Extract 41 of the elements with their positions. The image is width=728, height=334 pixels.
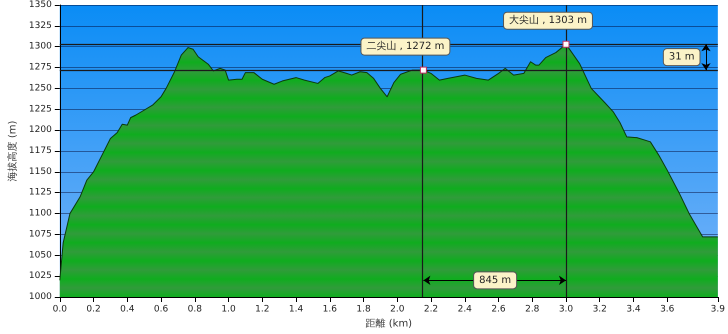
y-tick-label: 1275	[28, 62, 52, 73]
x-tick-label: 3.0	[558, 304, 574, 314]
x-tick-label: 1.4	[288, 304, 304, 314]
y-tick-label: 1075	[28, 229, 52, 240]
x-tick-label: 3.6	[660, 304, 675, 314]
annotation: 845 m	[479, 274, 512, 286]
x-tick-label: 1.6	[322, 304, 338, 314]
x-tick-label: 2.6	[491, 304, 506, 314]
x-tick-label: 0.6	[154, 304, 168, 314]
x-axis-title: 距離 (km)	[366, 318, 412, 330]
y-tick-label: 1350	[28, 0, 52, 10]
y-tick-label: 1050	[28, 250, 52, 260]
x-tick-label: 0.8	[188, 304, 202, 314]
x-tick-label: 1.2	[255, 304, 270, 314]
y-tick-label: 1125	[28, 188, 52, 198]
x-tick-label: 2.8	[525, 304, 540, 314]
annotation: 大尖山 , 1303 m	[509, 14, 587, 26]
y-tick-label: 1150	[28, 166, 52, 177]
x-tick-label: 3.2	[592, 304, 607, 314]
x-tick-label: 1.8	[356, 304, 371, 314]
y-tick-label: 1200	[28, 125, 52, 136]
annotation: 二尖山 , 1272 m	[366, 40, 444, 52]
x-tick-label: 3.9	[710, 304, 726, 314]
y-tick-label: 1025	[28, 271, 52, 282]
x-tick-label: 0.2	[86, 304, 101, 314]
x-tick-label: 0.4	[120, 304, 135, 314]
y-axis-title: 海拔高度 (m)	[6, 120, 18, 182]
y-tick-label: 1225	[28, 104, 52, 114]
y-tick-label: 1000	[28, 292, 52, 302]
y-tick-label: 1250	[28, 83, 52, 94]
y-tick-label: 1300	[28, 42, 52, 52]
y-tick-label: 1100	[28, 208, 52, 219]
x-tick-label: 3.4	[626, 304, 641, 314]
y-tick-label: 1325	[28, 20, 52, 31]
annotation: 31 m	[668, 52, 694, 63]
x-tick-label: 2.4	[458, 304, 472, 314]
x-tick-label: 2.0	[390, 304, 405, 314]
x-tick-label: 0.0	[52, 304, 68, 314]
x-tick-label: 2.2	[424, 304, 438, 314]
x-tick-label: 1.0	[221, 304, 236, 314]
y-tick-label: 1175	[28, 146, 52, 156]
